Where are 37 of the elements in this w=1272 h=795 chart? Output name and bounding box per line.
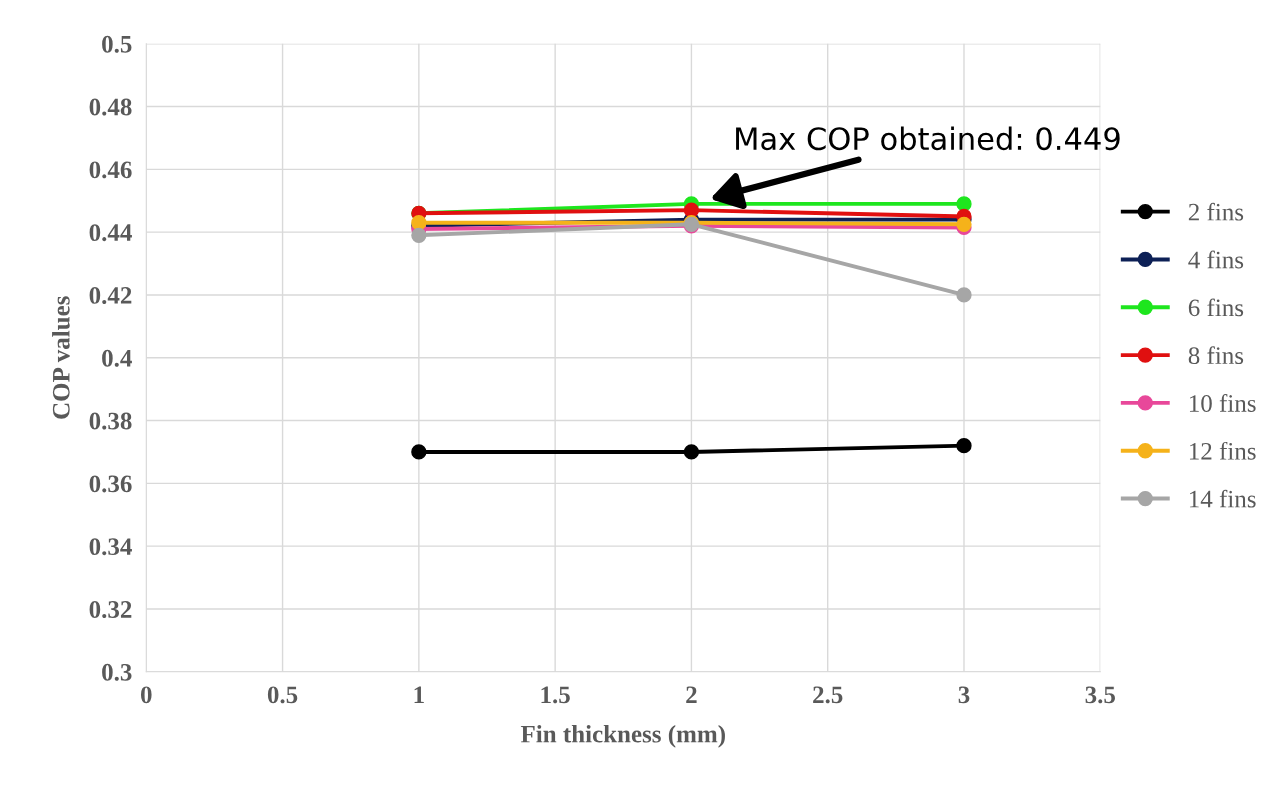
x-tick-label: 1 xyxy=(414,686,424,704)
legend-label: 10 fins xyxy=(1189,394,1256,412)
point xyxy=(956,196,972,212)
x-tick-label: 0 xyxy=(140,686,152,704)
point xyxy=(956,216,972,232)
point xyxy=(683,444,700,460)
y-tick-label: 0.5 xyxy=(102,35,132,53)
x-tick-label: 0.5 xyxy=(267,686,298,704)
y-tick-label: 0.38 xyxy=(89,412,132,430)
y-tick-label: 0.4 xyxy=(102,349,132,367)
y-tick-label: 0.3 xyxy=(102,663,132,681)
y-tick-label: 0.32 xyxy=(89,601,132,618)
x-tick-label: 1.5 xyxy=(541,686,570,704)
legend-label: 6 fins xyxy=(1188,298,1244,317)
y-tick-label: 0.44 xyxy=(89,224,132,242)
point xyxy=(411,444,427,460)
x-tick-label: 3.5 xyxy=(1085,686,1115,704)
y-axis-title: COP values xyxy=(52,296,70,419)
y-tick-label: 0.46 xyxy=(89,161,132,179)
x-tick-label: 2 xyxy=(686,686,697,704)
annotation: Max COP obtained: 0.449 xyxy=(736,126,1120,151)
x-axis-title: Fin thickness (mm) xyxy=(520,725,725,748)
point xyxy=(956,287,972,303)
point xyxy=(683,202,700,218)
x-tick-label: 3 xyxy=(958,686,970,704)
y-tick-label: 0.42 xyxy=(89,286,132,304)
legend-label: 14 fins xyxy=(1189,489,1256,508)
legend-label: 2 fins xyxy=(1188,202,1244,221)
point xyxy=(956,438,972,454)
y-tick-label: 0.36 xyxy=(89,475,132,493)
x-tick-label: 2.5 xyxy=(813,686,843,704)
legend-label: 12 fins xyxy=(1189,441,1256,460)
legend-label: 8 fins xyxy=(1188,346,1244,365)
y-tick-label: 0.34 xyxy=(89,538,132,556)
legend-label: 4 fins xyxy=(1188,250,1244,269)
point xyxy=(411,227,427,243)
y-tick-label: 0.48 xyxy=(89,98,132,116)
